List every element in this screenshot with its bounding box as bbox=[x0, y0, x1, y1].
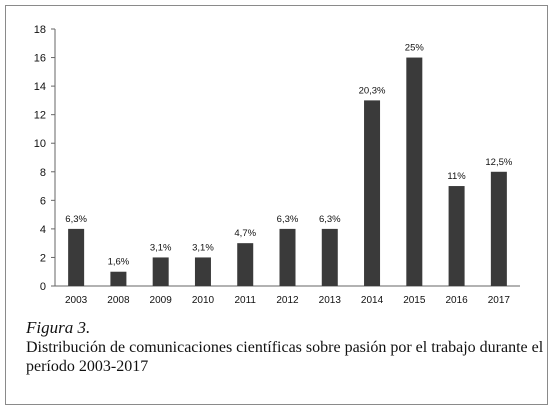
bar bbox=[152, 257, 169, 286]
x-tick-label: 2013 bbox=[319, 295, 342, 306]
data-label: 6,3% bbox=[277, 214, 299, 225]
x-tick-label: 2011 bbox=[234, 295, 256, 306]
y-tick-label: 0 bbox=[40, 281, 46, 293]
x-tick-label: 2009 bbox=[150, 295, 173, 306]
y-tick-label: 2 bbox=[40, 252, 46, 264]
bar bbox=[364, 100, 381, 286]
x-tick-label: 2012 bbox=[276, 295, 299, 306]
data-label: 6,3% bbox=[65, 214, 87, 225]
y-tick-label: 12 bbox=[34, 110, 46, 122]
data-label: 11% bbox=[447, 171, 466, 182]
caption-text: Distribución de comunicaciones científic… bbox=[26, 339, 544, 375]
x-tick-label: 2016 bbox=[445, 295, 468, 306]
x-tick-label: 2015 bbox=[403, 295, 426, 306]
x-tick-label: 2014 bbox=[361, 295, 384, 306]
data-label: 6,3% bbox=[319, 214, 341, 225]
figure-caption: Figura 3. Distribución de comunicaciones… bbox=[26, 318, 551, 376]
y-tick-label: 18 bbox=[34, 24, 46, 36]
bar bbox=[406, 57, 423, 286]
bar bbox=[448, 186, 465, 286]
data-label: 20,3% bbox=[359, 85, 386, 96]
bar bbox=[237, 243, 254, 286]
y-tick-label: 4 bbox=[40, 224, 46, 236]
bar bbox=[490, 171, 507, 286]
data-label: 1,6% bbox=[108, 257, 130, 268]
y-tick-label: 14 bbox=[34, 81, 46, 93]
y-tick-label: 8 bbox=[40, 167, 46, 179]
x-tick-label: 2003 bbox=[65, 295, 88, 306]
bar bbox=[321, 228, 338, 286]
y-tick-label: 16 bbox=[34, 53, 46, 65]
x-tick-label: 2008 bbox=[107, 295, 130, 306]
y-tick-label: 10 bbox=[34, 138, 46, 150]
x-tick-label: 2010 bbox=[192, 295, 215, 306]
caption-figure-number: Figura 3. bbox=[26, 318, 91, 337]
x-tick-label: 2017 bbox=[488, 295, 511, 306]
bar bbox=[110, 271, 127, 286]
data-label: 3,1% bbox=[150, 242, 172, 253]
data-label: 12,5% bbox=[485, 157, 512, 168]
y-tick-label: 6 bbox=[40, 195, 46, 207]
bar bbox=[279, 228, 296, 286]
bar bbox=[194, 257, 211, 286]
data-label: 4,7% bbox=[234, 228, 256, 239]
data-label: 3,1% bbox=[192, 242, 214, 253]
bar bbox=[68, 228, 85, 286]
data-label: 25% bbox=[405, 43, 425, 54]
